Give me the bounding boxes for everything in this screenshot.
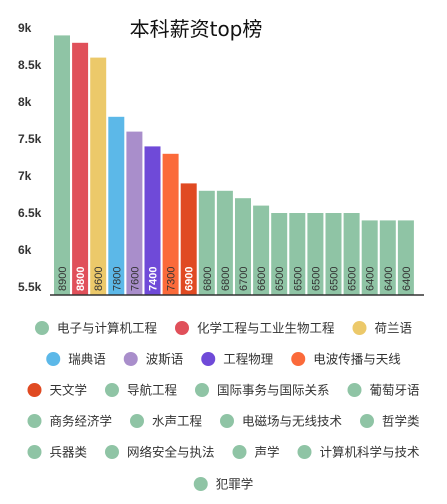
y-axis: 5.5k 6k 6.5k 7k 7.5k 8k 8.5k 9k bbox=[18, 21, 42, 294]
bar-value-label: 7400 bbox=[148, 267, 160, 291]
bar-value-label: 7800 bbox=[111, 267, 123, 291]
legend-label[interactable]: 哲学类 bbox=[382, 414, 420, 429]
bar-value-label: 8600 bbox=[93, 267, 105, 291]
legend-marker[interactable] bbox=[129, 414, 144, 428]
bar[interactable] bbox=[54, 35, 70, 296]
bar-value-label: 8900 bbox=[57, 267, 69, 291]
bar[interactable] bbox=[144, 146, 161, 295]
bar-value-label: 6800 bbox=[220, 267, 232, 291]
legend-label[interactable]: 荷兰语 bbox=[375, 321, 413, 336]
legend-marker[interactable] bbox=[193, 477, 208, 491]
bar-value-label: 6600 bbox=[256, 267, 268, 291]
legend-marker[interactable] bbox=[194, 383, 209, 397]
y-tick-label: 9k bbox=[18, 21, 32, 35]
legend-marker[interactable] bbox=[291, 352, 306, 366]
legend-marker[interactable] bbox=[123, 352, 138, 366]
bar-value-label: 6400 bbox=[383, 267, 395, 291]
legend-marker[interactable] bbox=[297, 445, 312, 459]
bar-value-label: 6500 bbox=[329, 267, 341, 291]
legend-label[interactable]: 水声工程 bbox=[152, 414, 203, 429]
y-tick-label: 7.5k bbox=[18, 132, 42, 146]
bar-value-label: 6800 bbox=[202, 267, 214, 291]
bar-value-label: 6500 bbox=[310, 267, 322, 291]
legend-label[interactable]: 电磁场与无线技术 bbox=[242, 414, 343, 429]
legend-marker[interactable] bbox=[174, 321, 189, 335]
bar[interactable] bbox=[325, 213, 342, 295]
bar[interactable] bbox=[307, 213, 324, 295]
legend-label[interactable]: 声学 bbox=[255, 445, 280, 460]
bar-value-label: 6500 bbox=[347, 267, 359, 291]
bar-value-label: 6700 bbox=[238, 267, 250, 291]
legend-label[interactable]: 天文学 bbox=[49, 383, 87, 398]
bar-value-label: 6900 bbox=[184, 267, 196, 291]
y-tick-label: 5.5k bbox=[18, 280, 42, 294]
legend-marker[interactable] bbox=[219, 414, 234, 428]
bar[interactable] bbox=[72, 42, 89, 295]
bar[interactable] bbox=[90, 57, 107, 295]
y-tick-label: 8k bbox=[18, 95, 32, 109]
legend-marker[interactable] bbox=[347, 383, 362, 397]
bar[interactable] bbox=[343, 213, 360, 295]
legend-marker[interactable] bbox=[104, 445, 119, 459]
bar-value-label: 6400 bbox=[365, 267, 377, 291]
legend-label[interactable]: 犯罪学 bbox=[216, 477, 254, 492]
legend-label[interactable]: 网络安全与执法 bbox=[127, 445, 215, 460]
legend-label[interactable]: 电波传播与天线 bbox=[313, 352, 401, 367]
bar-value-label: 6500 bbox=[274, 267, 286, 291]
bar[interactable] bbox=[397, 220, 414, 295]
legend-label[interactable]: 电子与计算机工程 bbox=[57, 321, 158, 336]
bar-value-label: 7600 bbox=[129, 267, 141, 291]
bar[interactable] bbox=[180, 183, 197, 295]
chart-title: 本科薪资top榜 bbox=[130, 17, 263, 41]
legend-marker[interactable] bbox=[27, 383, 42, 397]
bar[interactable] bbox=[271, 213, 288, 295]
bar[interactable] bbox=[379, 220, 396, 295]
y-tick-label: 8.5k bbox=[18, 58, 42, 72]
bars-group: 8900 8800 8600 7800 7600 7400 7300 6900 6800 6800… bbox=[54, 35, 414, 296]
legend-label[interactable]: 兵器类 bbox=[49, 445, 87, 460]
legend-label[interactable]: 葡萄牙语 bbox=[370, 383, 420, 398]
legend-label[interactable]: 波斯语 bbox=[146, 352, 184, 367]
legend-marker[interactable] bbox=[46, 352, 61, 366]
bar[interactable] bbox=[216, 190, 233, 295]
legend-marker[interactable] bbox=[232, 445, 247, 459]
legend-label[interactable]: 工程物理 bbox=[223, 352, 274, 367]
legend-label[interactable]: 导航工程 bbox=[127, 383, 178, 398]
bar[interactable] bbox=[126, 131, 143, 295]
y-tick-label: 7k bbox=[18, 169, 32, 183]
bar[interactable] bbox=[235, 198, 251, 295]
legend-marker[interactable] bbox=[27, 414, 42, 428]
bar-value-label: 8800 bbox=[75, 267, 87, 291]
legend-label[interactable]: 瑞典语 bbox=[68, 352, 106, 367]
bar-value-label: 6400 bbox=[401, 267, 413, 291]
legend-marker[interactable] bbox=[27, 445, 42, 459]
legend-marker[interactable] bbox=[34, 321, 49, 335]
bar[interactable] bbox=[198, 190, 215, 295]
legend-marker[interactable] bbox=[201, 352, 216, 366]
legend-marker[interactable] bbox=[352, 321, 367, 335]
y-tick-label: 6.5k bbox=[18, 206, 42, 220]
legend-label[interactable]: 国际事务与国际关系 bbox=[217, 383, 330, 398]
bar[interactable] bbox=[289, 213, 306, 295]
bar[interactable] bbox=[162, 153, 179, 295]
bar-value-label: 6500 bbox=[292, 267, 304, 291]
legend-label[interactable]: 计算机科学与技术 bbox=[320, 445, 421, 460]
legend-label[interactable]: 化学工程与工业生物工程 bbox=[197, 321, 335, 336]
legend-marker[interactable] bbox=[360, 414, 375, 428]
bar[interactable] bbox=[253, 205, 270, 295]
bar[interactable] bbox=[108, 116, 125, 295]
y-tick-label: 6k bbox=[18, 243, 32, 257]
legend-marker[interactable] bbox=[104, 383, 119, 397]
bar[interactable] bbox=[361, 220, 378, 295]
legend-label[interactable]: 商务经济学 bbox=[49, 414, 112, 429]
bar-value-label: 7300 bbox=[166, 267, 178, 291]
